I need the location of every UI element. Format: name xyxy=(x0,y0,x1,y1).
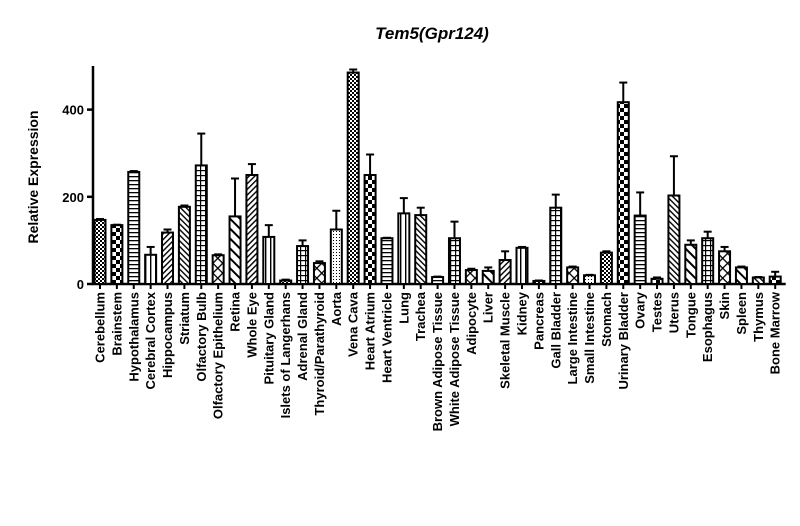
x-tick-label: Cerebellum xyxy=(93,292,108,363)
bar xyxy=(701,237,715,285)
bar xyxy=(684,243,698,285)
bar xyxy=(144,253,158,285)
x-tick-label: Pituitary Gland xyxy=(261,292,276,385)
bar xyxy=(616,101,630,285)
x-tick-label: Skin xyxy=(717,292,732,320)
x-tick-label: Aorta xyxy=(329,291,344,326)
x-tick-label: Urinary Bladder xyxy=(616,292,631,390)
y-axis-label: Relative Expression xyxy=(25,110,41,243)
bar xyxy=(380,237,394,285)
bar xyxy=(228,215,242,285)
bar xyxy=(481,269,495,286)
bar xyxy=(768,275,782,286)
x-tick-label: Kidney xyxy=(515,291,530,335)
x-tick-label: Small Intestine xyxy=(582,292,597,384)
x-tick-label: Pancreas xyxy=(531,292,546,350)
bar xyxy=(532,279,546,285)
x-tick-label: Heart Atrium xyxy=(363,292,378,370)
bar xyxy=(650,277,664,286)
x-tick-label: Spleen xyxy=(734,292,749,335)
bar xyxy=(633,214,647,286)
x-tick-label: Thyroid/Parathyroid xyxy=(312,292,327,416)
bar xyxy=(566,266,580,286)
y-tick-label: 0 xyxy=(77,277,84,292)
bar xyxy=(161,231,175,286)
x-tick-label: Olfactory Bulb xyxy=(194,292,209,382)
bar xyxy=(93,218,107,286)
x-tick-label: Liver xyxy=(481,292,496,323)
bar xyxy=(549,206,563,285)
x-tick-label: Testes xyxy=(650,292,665,332)
bar xyxy=(363,174,377,285)
x-tick-label: Vena Cava xyxy=(346,291,361,357)
bar xyxy=(177,205,191,285)
x-tick-label: Esophagus xyxy=(700,292,715,362)
x-tick-label: Lung xyxy=(396,292,411,324)
bar xyxy=(414,214,428,285)
x-tick-label: Islets of Langerhans xyxy=(278,292,293,418)
x-tick-label: Heart Ventricle xyxy=(379,292,394,383)
bar xyxy=(751,276,765,285)
y-tick-label: 200 xyxy=(62,190,84,205)
x-tick-label: Brainstem xyxy=(109,292,124,356)
bar xyxy=(447,237,461,285)
bar xyxy=(397,212,411,285)
x-tick-label: Gall Bladder xyxy=(548,292,563,369)
bar xyxy=(194,164,208,286)
bar xyxy=(667,194,681,286)
bar xyxy=(329,228,343,285)
bar xyxy=(245,174,259,285)
x-tick-label: Large Intestine xyxy=(565,292,580,384)
x-tick-label: Uterus xyxy=(666,292,681,333)
bar xyxy=(599,251,613,286)
x-tick-label: Trachea xyxy=(413,291,428,341)
x-tick-label: Hypothalamus xyxy=(126,292,141,382)
bar xyxy=(583,274,597,285)
bar xyxy=(734,266,748,286)
x-tick-label: White Adipose Tissue xyxy=(447,292,462,426)
bar xyxy=(110,224,124,285)
x-tick-label: Cerebral Cortex xyxy=(143,291,158,389)
x-tick-label: Thymus xyxy=(751,292,766,342)
bar xyxy=(464,269,478,286)
x-tick-label: Olfactory Epithelium xyxy=(211,292,226,419)
x-tick-label: Hippocampus xyxy=(160,292,175,378)
bar xyxy=(346,71,360,286)
bar xyxy=(431,276,445,285)
bar xyxy=(279,279,293,285)
bar xyxy=(718,250,732,286)
chart-title: Tem5(Gpr124) xyxy=(375,24,489,43)
x-tick-label: Retina xyxy=(228,291,243,332)
x-tick-label: Tongue xyxy=(683,292,698,338)
bar xyxy=(262,235,276,286)
x-tick-label: Skeletal Muscle xyxy=(498,292,513,389)
bar xyxy=(515,246,529,285)
y-tick-label: 400 xyxy=(62,103,84,118)
x-tick-label: Bone Marrow xyxy=(768,291,783,374)
x-tick-label: Striatum xyxy=(177,292,192,345)
bar xyxy=(498,259,512,285)
x-tick-label: Stomach xyxy=(599,292,614,347)
bar xyxy=(296,245,310,285)
x-tick-label: Brown Adipose Tissue xyxy=(430,292,445,431)
bar xyxy=(211,254,225,285)
x-tick-label: Adipocyte xyxy=(464,292,479,355)
bar xyxy=(312,262,326,285)
x-tick-label: Whole Eye xyxy=(244,292,259,358)
bar xyxy=(127,170,141,285)
x-tick-label: Ovary xyxy=(633,291,648,329)
x-tick-label: Adrenal Gland xyxy=(295,292,310,381)
